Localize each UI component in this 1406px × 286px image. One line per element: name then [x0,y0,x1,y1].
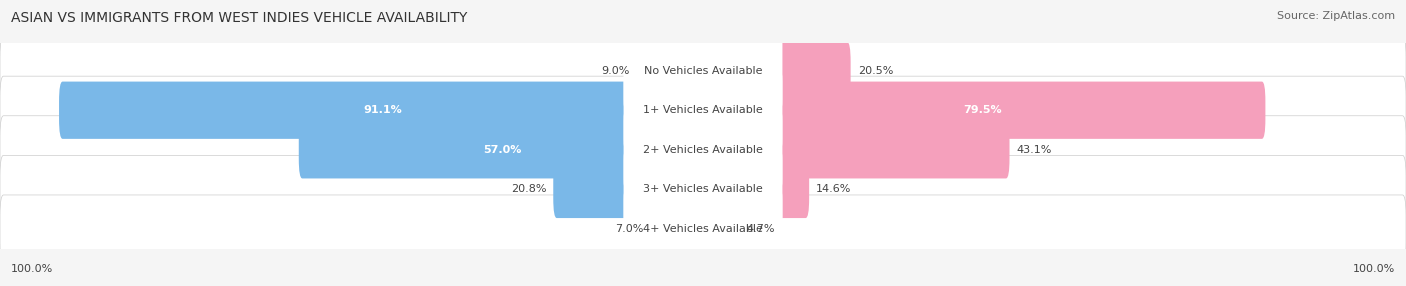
FancyBboxPatch shape [0,116,1406,184]
Text: 57.0%: 57.0% [484,145,522,155]
Text: ASIAN VS IMMIGRANTS FROM WEST INDIES VEHICLE AVAILABILITY: ASIAN VS IMMIGRANTS FROM WEST INDIES VEH… [11,11,468,25]
FancyBboxPatch shape [0,195,1406,263]
Text: 43.1%: 43.1% [1017,145,1052,155]
FancyBboxPatch shape [624,109,782,190]
FancyBboxPatch shape [554,161,707,218]
Text: 7.0%: 7.0% [614,224,644,234]
Text: No Vehicles Available: No Vehicles Available [644,65,762,76]
Text: 4+ Vehicles Available: 4+ Vehicles Available [643,224,763,234]
Text: 3+ Vehicles Available: 3+ Vehicles Available [643,184,763,194]
FancyBboxPatch shape [624,188,782,269]
FancyBboxPatch shape [0,155,1406,223]
Text: 20.8%: 20.8% [510,184,546,194]
FancyBboxPatch shape [700,121,1010,178]
Text: Source: ZipAtlas.com: Source: ZipAtlas.com [1277,11,1395,21]
Text: 100.0%: 100.0% [1353,264,1395,274]
FancyBboxPatch shape [0,37,1406,105]
FancyBboxPatch shape [298,121,707,178]
FancyBboxPatch shape [624,70,782,151]
Text: 9.0%: 9.0% [600,65,630,76]
FancyBboxPatch shape [637,42,707,99]
FancyBboxPatch shape [650,200,707,258]
FancyBboxPatch shape [624,149,782,230]
FancyBboxPatch shape [700,161,810,218]
FancyBboxPatch shape [700,200,740,258]
Text: 79.5%: 79.5% [963,105,1001,115]
FancyBboxPatch shape [624,30,782,111]
Text: 4.7%: 4.7% [747,224,775,234]
Text: 100.0%: 100.0% [11,264,53,274]
Text: 91.1%: 91.1% [363,105,402,115]
Text: 20.5%: 20.5% [858,65,893,76]
Text: 14.6%: 14.6% [815,184,852,194]
FancyBboxPatch shape [700,42,851,99]
Text: 2+ Vehicles Available: 2+ Vehicles Available [643,145,763,155]
FancyBboxPatch shape [59,82,707,139]
FancyBboxPatch shape [700,82,1265,139]
FancyBboxPatch shape [0,76,1406,144]
Text: 1+ Vehicles Available: 1+ Vehicles Available [643,105,763,115]
